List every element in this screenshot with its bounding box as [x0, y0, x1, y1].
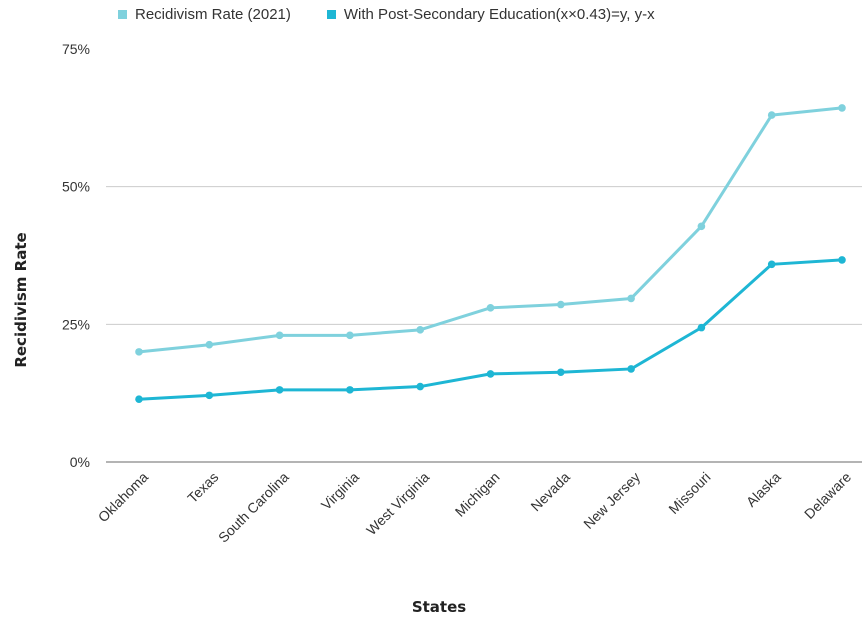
y-tick-label: 75%: [62, 41, 90, 57]
legend-label-series-1: Recidivism Rate (2021): [135, 6, 291, 23]
y-tick-label: 0%: [70, 454, 90, 470]
x-tick-label: Virginia: [318, 469, 362, 513]
x-tick-label: Oklahoma: [95, 469, 152, 526]
legend-item-series-1: Recidivism Rate (2021): [118, 6, 291, 23]
series-2-point: [697, 323, 706, 332]
series-1-point: [557, 300, 565, 309]
legend-swatch-series-1: [118, 10, 127, 19]
series-2-point: [486, 370, 495, 378]
series-1-point: [275, 331, 284, 340]
x-tick-label: Nevada: [527, 469, 573, 515]
series-1-point: [205, 340, 214, 349]
legend-swatch-series-2: [326, 10, 336, 19]
series-1-point: [346, 331, 354, 340]
series-2-point: [557, 368, 565, 377]
series-1-point: [627, 294, 635, 303]
x-tick-label: Texas: [184, 469, 221, 506]
legend: Recidivism Rate (2021) With Post-Seconda…: [118, 6, 655, 23]
x-tick-label: South Carolina: [215, 469, 292, 546]
series-2-point: [767, 260, 776, 269]
series-2-point: [416, 382, 425, 391]
series-line-1: [138, 106, 843, 354]
series-1-point: [767, 111, 776, 119]
series-2-point: [346, 386, 354, 394]
x-axis-title: States: [412, 598, 466, 616]
series-2-point: [205, 391, 214, 400]
series-2-point: [838, 256, 846, 264]
series-1-point: [135, 348, 143, 356]
x-tick-label: Michigan: [452, 469, 503, 520]
legend-item-series-2: With Post-Secondary Education(x×0.43)=y,…: [326, 6, 655, 23]
series-layer: [135, 104, 846, 404]
x-tick-label: Missouri: [665, 469, 713, 517]
series-2-point: [135, 395, 143, 404]
series-1-point: [486, 304, 495, 312]
y-axis-ticks: 0% 25% 50% 75%: [62, 41, 90, 470]
x-tick-label: New Jersey: [580, 469, 643, 532]
series-1-point: [416, 326, 425, 334]
legend-label-series-2: With Post-Secondary Education(x×0.43)=y,…: [343, 6, 655, 23]
series-1-point: [838, 104, 846, 112]
x-tick-label: Delaware: [801, 469, 854, 522]
series-2-point: [275, 386, 284, 394]
gridlines: [106, 186, 862, 463]
y-tick-label: 50%: [62, 179, 90, 195]
y-axis-title: Recidivism Rate: [12, 232, 30, 367]
series-2-point: [627, 365, 635, 373]
y-tick-label: 25%: [62, 316, 90, 332]
series-1-point: [697, 222, 706, 231]
series-line-2: [138, 258, 843, 401]
x-tick-label: Alaska: [743, 469, 784, 510]
x-tick-label: West Virginia: [363, 469, 432, 538]
